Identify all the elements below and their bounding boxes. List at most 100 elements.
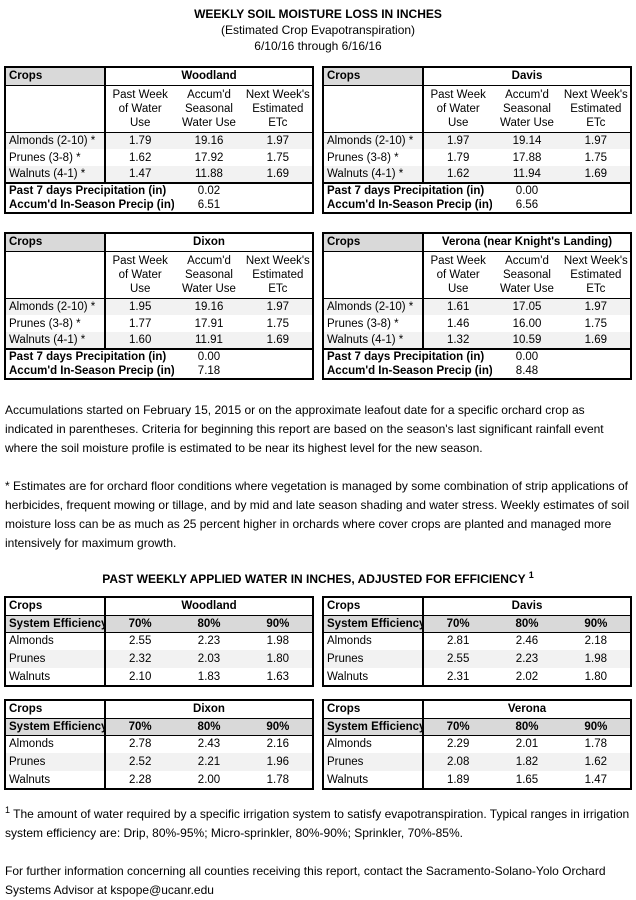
value-cell: 10.59	[492, 332, 562, 349]
crop-label: Almonds (2-10) *	[5, 298, 106, 315]
crop-label: Almonds	[5, 735, 106, 753]
value-cell: 1.75	[584, 151, 608, 164]
value-cell: 1.61	[423, 298, 493, 315]
value-cell: 1.82	[492, 753, 562, 771]
moisture-table-dixon: Crops Dixon Past Week of Water Use Accum…	[4, 232, 314, 380]
value-cell: 1.65	[515, 773, 539, 786]
crops-corner-label: Crops	[323, 233, 424, 252]
value-cell: 1.78	[584, 738, 608, 751]
column-header-accumd: Accum'd Seasonal Water Use	[492, 251, 562, 299]
value-cell: 2.23	[492, 650, 562, 668]
moisture-table-verona: Crops Verona (near Knight's Landing) Pas…	[322, 232, 632, 380]
column-header-next-week: Next Week's Estimated ETc	[243, 85, 313, 133]
column-header-next-week: Next Week's Estimated ETc	[561, 85, 631, 133]
system-efficiency-label: System Efficiency:	[5, 718, 106, 736]
efficiency-section-title: PAST WEEKLY APPLIED WATER IN INCHES, ADJ…	[4, 570, 632, 586]
efficiency-tables-row-1: Crops Woodland System Efficiency: 70% 80…	[4, 596, 632, 687]
value-cell: 2.55	[128, 635, 152, 648]
column-header-past-week: Past Week of Water Use	[105, 85, 175, 133]
value-cell: 1.63	[266, 670, 290, 683]
value-cell: 1.96	[243, 753, 313, 771]
value-cell: 2.55	[423, 650, 493, 668]
value-cell: 1.62	[561, 753, 631, 771]
crop-label: Prunes (3-8) *	[5, 149, 106, 166]
value-cell: 2.16	[266, 738, 290, 751]
location-header: Verona (near Knight's Landing)	[423, 233, 631, 252]
location-header: Davis	[423, 67, 631, 86]
efficiency-table-dixon: Crops Dixon System Efficiency: 70% 80% 9…	[4, 699, 314, 790]
value-cell: 1.69	[561, 166, 631, 183]
value-cell: 2.18	[584, 635, 608, 648]
past7-precip-label: Past 7 days Precipitation (in)	[323, 182, 493, 198]
efficiency-footnote: 1 The amount of water required by a spec…	[5, 801, 631, 843]
efficiency-tables-row-2: Crops Dixon System Efficiency: 70% 80% 9…	[4, 699, 632, 790]
value-cell: 2.32	[105, 650, 175, 668]
empty-cell	[323, 85, 424, 133]
crop-label: Prunes (3-8) *	[5, 315, 106, 332]
efficiency-level: 80%	[174, 615, 244, 633]
value-cell: 1.97	[561, 298, 631, 315]
contact-note: For further information concerning all c…	[5, 864, 606, 897]
crop-label: Almonds	[323, 735, 424, 753]
column-header-accumd: Accum'd Seasonal Water Use	[174, 251, 244, 299]
efficiency-level: 80%	[492, 718, 562, 736]
efficiency-table-woodland: Crops Woodland System Efficiency: 70% 80…	[4, 596, 314, 687]
value-cell: 2.31	[446, 670, 470, 683]
efficiency-level: 90%	[561, 718, 631, 736]
empty-cell	[243, 182, 313, 198]
value-cell: 1.97	[243, 132, 313, 149]
moisture-table-davis: Crops Davis Past Week of Water Use Accum…	[322, 66, 632, 214]
efficiency-tables: Crops Woodland System Efficiency: 70% 80…	[4, 596, 632, 790]
crop-label: Prunes	[323, 753, 424, 771]
value-cell: 1.98	[561, 650, 631, 668]
location-header: Verona	[423, 700, 631, 719]
location-header: Davis	[423, 597, 631, 616]
value-cell: 1.62	[128, 151, 152, 164]
crop-label: Walnuts	[323, 771, 424, 789]
value-cell: 17.88	[512, 151, 542, 164]
value-cell: 2.23	[197, 635, 221, 648]
value-cell: 1.78	[266, 773, 290, 786]
value-cell: 1.97	[561, 132, 631, 149]
value-cell: 17.05	[492, 298, 562, 315]
value-cell: 2.02	[515, 670, 539, 683]
value-cell: 11.88	[174, 166, 244, 183]
efficiency-level: 80%	[174, 718, 244, 736]
value-cell: 2.46	[515, 635, 539, 648]
column-header-accumd: Accum'd Seasonal Water Use	[492, 85, 562, 133]
value-cell: 1.69	[243, 332, 313, 349]
empty-cell	[562, 198, 631, 213]
crop-label: Almonds	[5, 632, 106, 650]
crop-label: Walnuts (4-1) *	[323, 332, 424, 349]
crops-corner-label: Crops	[5, 67, 106, 86]
value-cell: 1.97	[243, 298, 313, 315]
footnote-text: The amount of water required by a specif…	[5, 807, 630, 840]
crop-label: Almonds (2-10) *	[323, 132, 424, 149]
value-cell: 1.75	[266, 151, 290, 164]
column-header-next-week: Next Week's Estimated ETc	[243, 251, 313, 299]
value-cell: 1.83	[197, 670, 221, 683]
system-efficiency-label: System Efficiency:	[323, 615, 424, 633]
value-cell: 1.62	[423, 166, 493, 183]
crop-label: Prunes (3-8) *	[323, 149, 424, 166]
value-cell: 1.98	[266, 635, 290, 648]
value-cell: 1.32	[423, 332, 493, 349]
location-header: Woodland	[105, 67, 313, 86]
crops-corner-label: Crops	[323, 67, 424, 86]
crop-label: Almonds (2-10) *	[5, 132, 106, 149]
report-title-block: WEEKLY SOIL MOISTURE LOSS IN INCHES (Est…	[4, 6, 632, 54]
accum-precip-label: Accum'd In-Season Precip (in)	[9, 365, 175, 377]
value-cell: 2.52	[105, 753, 175, 771]
accumulations-note: Accumulations started on February 15, 20…	[5, 403, 604, 455]
column-header-next-week: Next Week's Estimated ETc	[561, 251, 631, 299]
efficiency-title-text: PAST WEEKLY APPLIED WATER IN INCHES, ADJ…	[102, 572, 526, 586]
past7-precip-value: 0.00	[174, 348, 244, 364]
crop-label: Almonds	[323, 632, 424, 650]
value-cell: 1.97	[423, 132, 493, 149]
moisture-tables-row-1: Crops Woodland Past Week of Water Use Ac…	[4, 66, 632, 214]
crop-label: Prunes	[323, 650, 424, 668]
location-header: Dixon	[105, 700, 313, 719]
report-date-range: 6/10/16 through 6/16/16	[254, 39, 382, 53]
crop-label: Almonds (2-10) *	[323, 298, 424, 315]
efficiency-level: 80%	[492, 615, 562, 633]
